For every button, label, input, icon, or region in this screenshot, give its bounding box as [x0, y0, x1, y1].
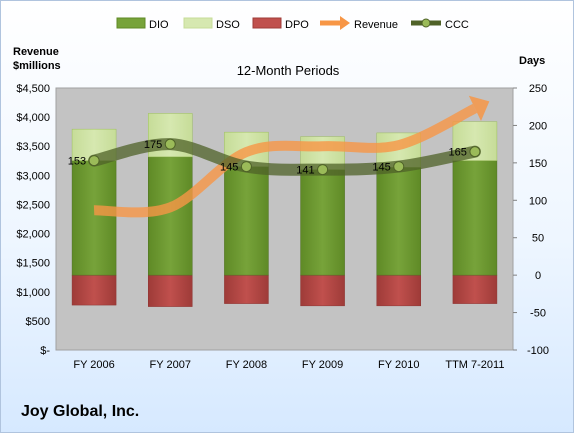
left-tick-label: $3,500: [16, 141, 50, 153]
lines-layer: 153 175 145 141 145 165: [68, 95, 490, 218]
left-axis-title-line-2: $millions: [13, 60, 61, 72]
right-axis-title: Days: [519, 55, 545, 67]
legend-label: DIO: [149, 19, 169, 31]
bars-layer: [71, 113, 498, 307]
right-tick-label: 200: [529, 120, 547, 132]
legend-arrowhead: [340, 16, 350, 30]
ccc-data-label: 153: [68, 156, 86, 168]
right-tick-label: 50: [532, 233, 544, 245]
right-tick-label: 100: [529, 195, 547, 207]
ccc-point: [317, 164, 329, 176]
legend-marker: [421, 18, 431, 28]
x-tick-label: FY 2007: [150, 359, 191, 371]
right-tick-label: -100: [527, 345, 549, 357]
company-name: Joy Global, Inc.: [21, 403, 140, 420]
revenue-arrowhead: [468, 95, 490, 121]
left-tick-label: $2,000: [16, 229, 50, 241]
bar-dio: [224, 166, 269, 276]
bar-dio: [71, 160, 117, 276]
left-tick-label: $-: [40, 345, 50, 357]
left-tick-label: $1,000: [16, 287, 50, 299]
x-tick-label: TTM 7-2011: [445, 359, 504, 371]
left-axis: $- $500 $1,000 $1,500 $2,000 $2,500 $3,000 $3,5…: [16, 83, 50, 357]
left-tick-label: $3,000: [16, 170, 50, 182]
left-tick-label: $2,500: [16, 199, 50, 211]
x-axis: FY 2006 FY 2007 FY 2008 FY 2009 FY 2010 TTM 7…: [73, 359, 504, 371]
legend-label: Revenue: [354, 19, 398, 31]
x-tick-label: FY 2006: [73, 359, 114, 371]
left-tick-label: $1,500: [16, 258, 50, 270]
ccc-line: [88, 138, 481, 176]
ccc-data-label: 145: [220, 162, 238, 174]
bar-dpo: [300, 274, 345, 307]
chart-title: 12-Month Periods: [237, 63, 340, 78]
legend-label: CCC: [445, 19, 469, 31]
legend-swatch-dso: [183, 17, 213, 29]
bar-dpo: [376, 274, 421, 307]
ccc-data-label: 175: [144, 139, 162, 151]
ccc-point: [88, 155, 100, 167]
legend-label: DSO: [216, 19, 240, 31]
ccc-point: [393, 161, 405, 173]
ccc-point: [469, 146, 481, 158]
bar-dio: [376, 167, 421, 276]
x-tick-label: FY 2008: [226, 359, 267, 371]
bar-dpo: [452, 274, 498, 304]
right-tick-label: 250: [529, 83, 547, 95]
left-tick-label: $500: [26, 316, 50, 328]
ccc-data-label: 165: [449, 147, 467, 159]
ccc-data-label: 145: [372, 162, 390, 174]
right-tick-label: 0: [535, 270, 541, 282]
legend-swatch-dio: [116, 17, 146, 29]
right-axis: -100 -50 0 50 100 150 200 250: [513, 83, 549, 357]
bar-dpo: [148, 274, 193, 307]
x-tick-label: FY 2009: [302, 359, 343, 371]
left-tick-label: $4,500: [16, 83, 50, 95]
right-tick-label: -50: [530, 308, 546, 320]
x-tick-label: FY 2010: [378, 359, 419, 371]
ccc-point: [164, 138, 176, 150]
legend-label: DPO: [285, 19, 309, 31]
bar-dpo: [71, 274, 117, 306]
ccc-data-label: 141: [296, 165, 314, 177]
left-tick-label: $4,000: [16, 112, 50, 124]
right-tick-label: 150: [529, 158, 547, 170]
bar-dpo: [224, 274, 269, 304]
legend: DIO DSO DPO Revenue CCC: [116, 16, 469, 31]
left-axis-title-line-1: Revenue: [13, 46, 59, 58]
revenue-line: [93, 103, 478, 218]
legend-swatch-dpo: [252, 17, 282, 29]
bar-dio: [452, 160, 498, 276]
ccc-point: [240, 161, 252, 173]
bar-dio: [300, 169, 345, 276]
